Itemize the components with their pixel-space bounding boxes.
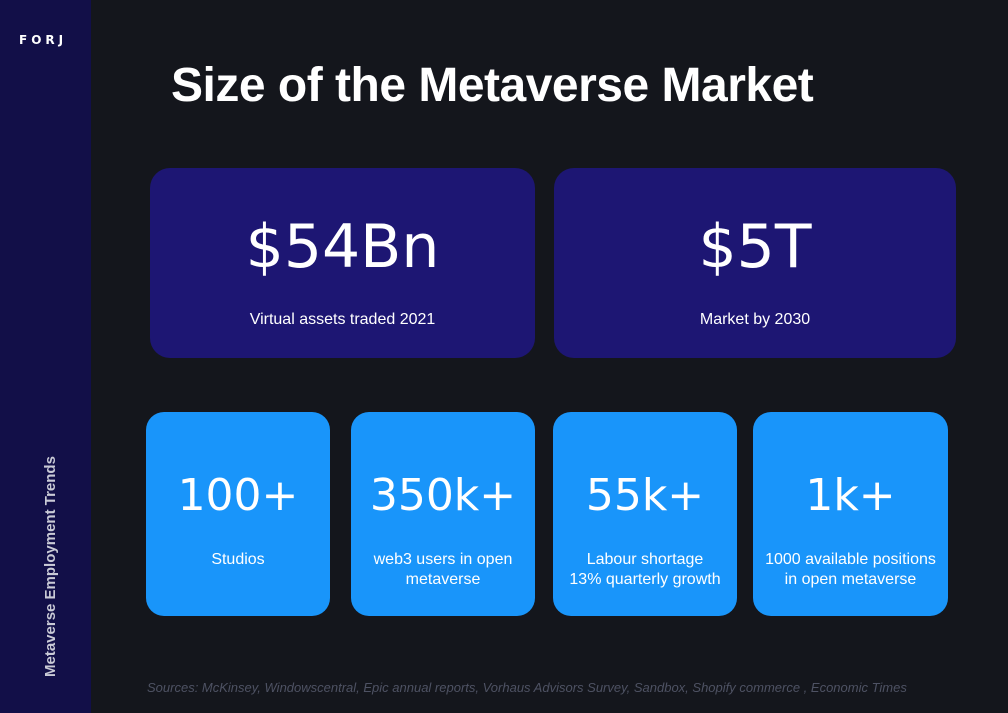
stat-label: web3 users in open metaverse <box>373 551 513 588</box>
stat-label: Market by 2030 <box>699 311 811 328</box>
stat-value: 350k+ <box>369 470 517 521</box>
brand-logo: FORJ <box>19 33 68 47</box>
stat-card-web3-users: 350k+ web3 users in open metaverse <box>351 412 535 616</box>
stat-card-positions: 1k+ 1000 available positions in open met… <box>753 412 948 616</box>
vertical-section-title: Metaverse Employment Trends <box>42 456 59 677</box>
page-title: Size of the Metaverse Market <box>171 59 814 112</box>
stat-label: Studios <box>211 551 265 568</box>
stat-label: 1000 available positions in open metaver… <box>765 551 936 588</box>
stat-label: Labour shortage 13% quarterly growth <box>569 551 721 588</box>
stat-value: 100+ <box>177 470 299 521</box>
stat-card-labour-shortage: 55k+ Labour shortage 13% quarterly growt… <box>553 412 737 616</box>
stat-value: 1k+ <box>805 470 896 521</box>
stat-card-market-2030: $5T Market by 2030 <box>554 168 956 358</box>
stat-value: $5T <box>698 212 812 282</box>
sources-footnote: Sources: McKinsey, Windowscentral, Epic … <box>147 680 907 695</box>
stat-card-studios: 100+ Studios <box>146 412 330 616</box>
stat-value: $54Bn <box>245 212 440 282</box>
stat-card-virtual-assets: $54Bn Virtual assets traded 2021 <box>150 168 535 358</box>
stat-value: 55k+ <box>585 470 705 521</box>
stat-label: Virtual assets traded 2021 <box>249 311 436 328</box>
sidebar: FORJ Metaverse Employment Trends <box>0 0 91 713</box>
